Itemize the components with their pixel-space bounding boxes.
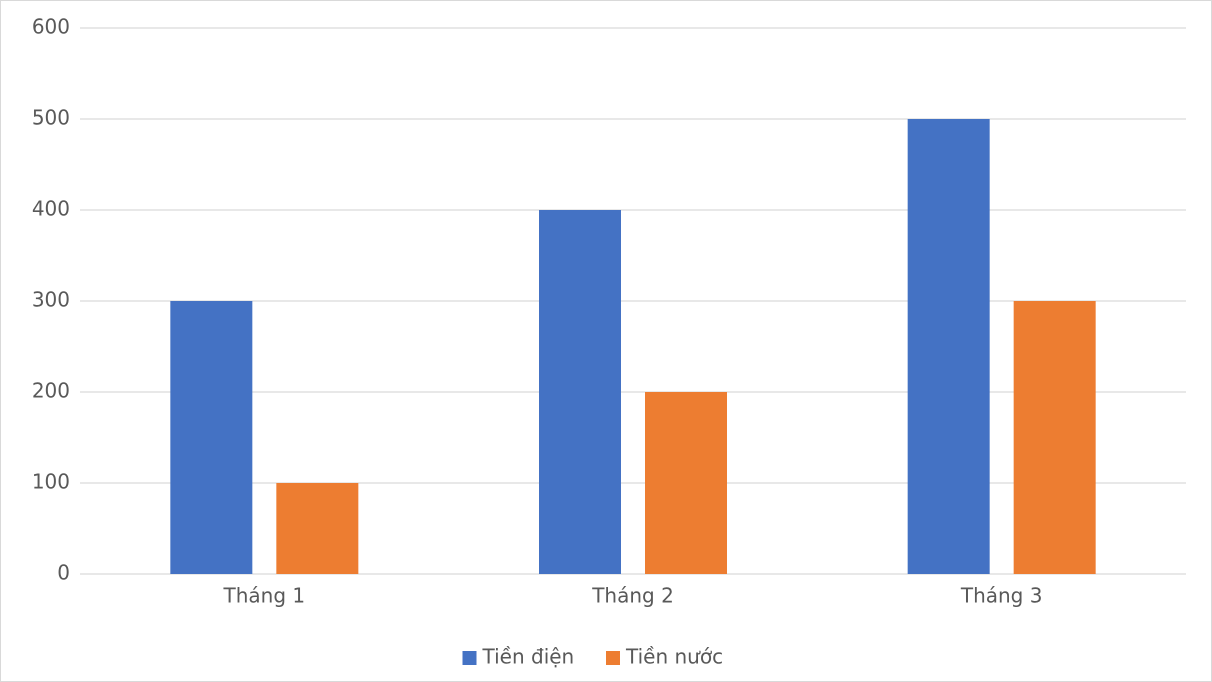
x-tick-label: Tháng 3	[960, 584, 1043, 608]
legend-swatch	[606, 651, 620, 665]
y-tick-label: 500	[32, 106, 70, 130]
y-tick-label: 600	[32, 15, 70, 39]
legend-swatch	[462, 651, 477, 665]
legend-label: Tiền nước	[625, 645, 723, 669]
y-tick-label: 400	[32, 197, 70, 221]
y-tick-label: 200	[32, 379, 70, 403]
bar	[645, 392, 727, 574]
y-tick-label: 100	[32, 470, 70, 494]
y-tick-label: 0	[57, 561, 70, 585]
x-tick-label: Tháng 2	[591, 584, 674, 608]
y-tick-label: 300	[32, 288, 70, 312]
bar	[539, 210, 621, 574]
bar	[1013, 301, 1096, 574]
bar	[276, 483, 359, 574]
bar	[907, 119, 990, 574]
legend-label: Tiền điện	[482, 645, 575, 669]
x-tick-label: Tháng 1	[223, 584, 306, 608]
bar	[170, 301, 253, 574]
